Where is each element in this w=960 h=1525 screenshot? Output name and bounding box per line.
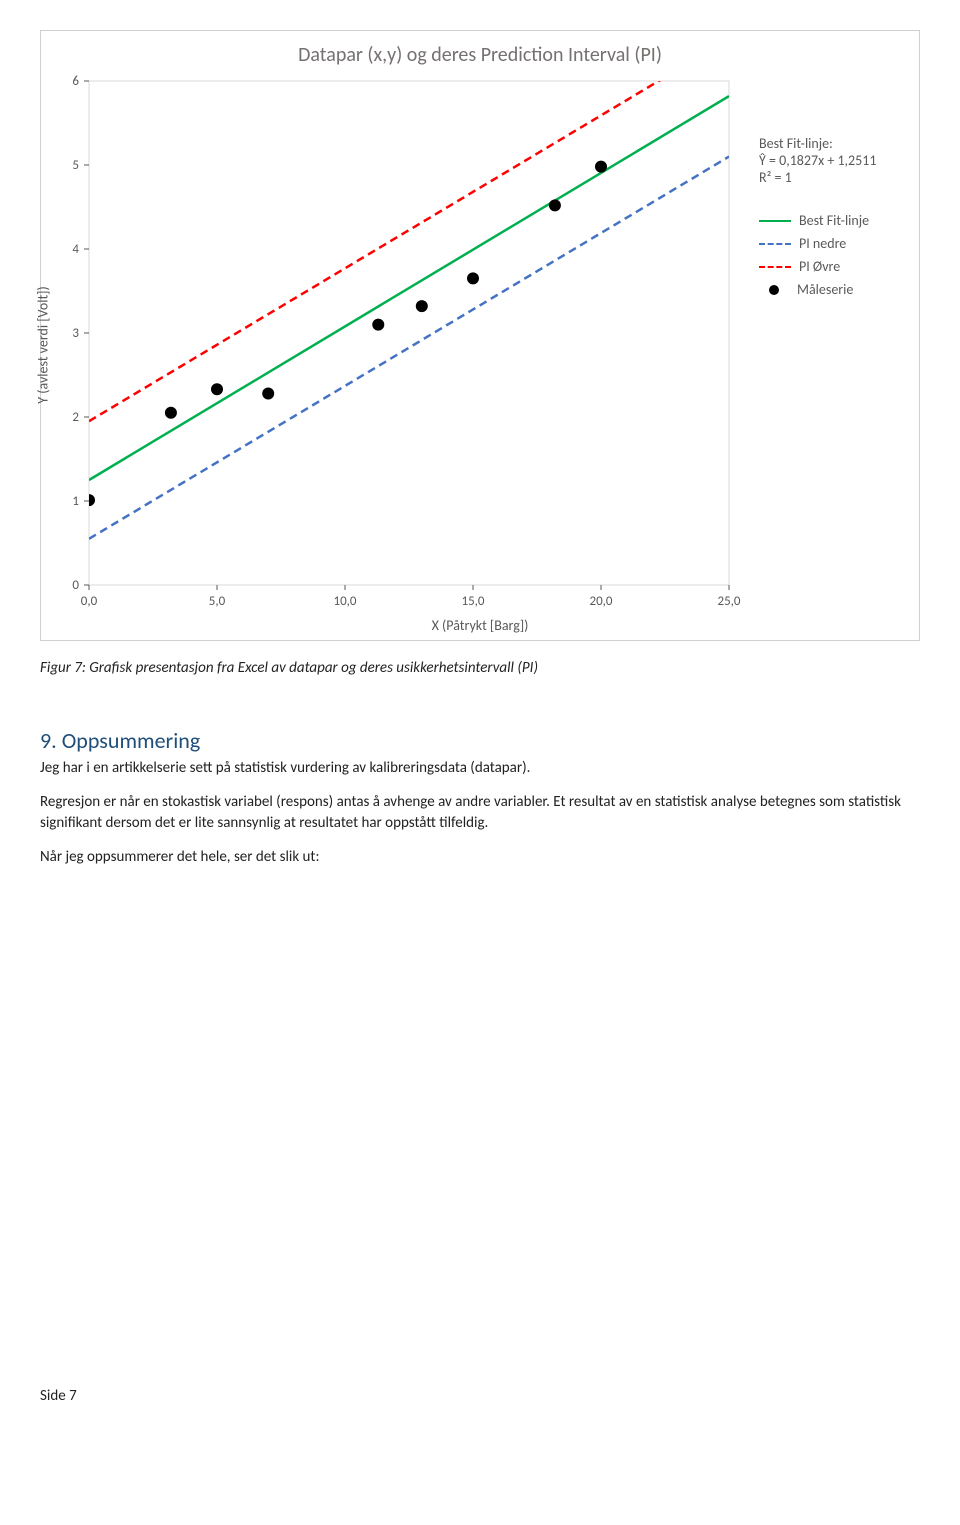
svg-text:1: 1	[72, 494, 79, 509]
svg-text:2: 2	[72, 410, 79, 425]
legend-label: Best Fit-linje	[799, 212, 869, 229]
page-footer: Side 7	[40, 1387, 920, 1405]
section-heading: 9. Oppsummering	[40, 727, 920, 754]
svg-text:3: 3	[72, 326, 79, 341]
legend-label: Måleserie	[797, 281, 853, 298]
svg-text:6: 6	[72, 75, 79, 89]
legend-marker-icon	[769, 285, 779, 295]
legend-line-icon	[759, 220, 791, 222]
chart-ylabel: Y (avlest verdi [Volt])	[35, 286, 52, 403]
svg-text:25,0: 25,0	[717, 594, 740, 609]
figure-caption: Figur 7: Grafisk presentasjon fra Excel …	[40, 659, 920, 677]
svg-text:0: 0	[72, 578, 79, 593]
legend-item: PI nedre	[759, 235, 876, 252]
svg-text:4: 4	[72, 242, 79, 257]
legend-item: Måleserie	[759, 281, 876, 298]
svg-text:20,0: 20,0	[589, 594, 612, 609]
svg-text:5: 5	[72, 158, 79, 173]
section-para-3: Når jeg oppsummerer det hele, ser det sl…	[40, 847, 920, 867]
chart-stage: Y (avlest verdi [Volt]) 01234560,05,010,…	[49, 75, 911, 615]
chart-xlabel: X (Påtrykt [Barg])	[49, 617, 911, 634]
legend-item: PI Øvre	[759, 258, 876, 275]
svg-text:15,0: 15,0	[461, 594, 484, 609]
fit-equation: Best Fit-linje: Ŷ = 0,1827x + 1,2511 R² …	[759, 135, 876, 186]
section-title: Oppsummering	[62, 727, 200, 754]
svg-text:10,0: 10,0	[333, 594, 356, 609]
svg-text:0,0: 0,0	[81, 594, 98, 609]
chart-title: Datapar (x,y) og deres Prediction Interv…	[49, 43, 911, 67]
legend-rows: Best Fit-linje PI nedre PI Øvre Måleserie	[759, 212, 876, 298]
legend-label: PI Øvre	[799, 258, 840, 275]
section-para-2: Regresjon er når en stokastisk variabel …	[40, 792, 920, 833]
section-para-1: Jeg har i en artikkelserie sett på stati…	[40, 758, 920, 778]
chart-container: Datapar (x,y) og deres Prediction Interv…	[40, 30, 920, 641]
legend-line-icon	[759, 243, 791, 245]
section-number: 9.	[40, 727, 57, 754]
svg-text:5,0: 5,0	[209, 594, 226, 609]
chart-legend: Best Fit-linje: Ŷ = 0,1827x + 1,2511 R² …	[759, 135, 876, 304]
legend-label: PI nedre	[799, 235, 846, 252]
legend-line-icon	[759, 266, 791, 268]
legend-item: Best Fit-linje	[759, 212, 876, 229]
